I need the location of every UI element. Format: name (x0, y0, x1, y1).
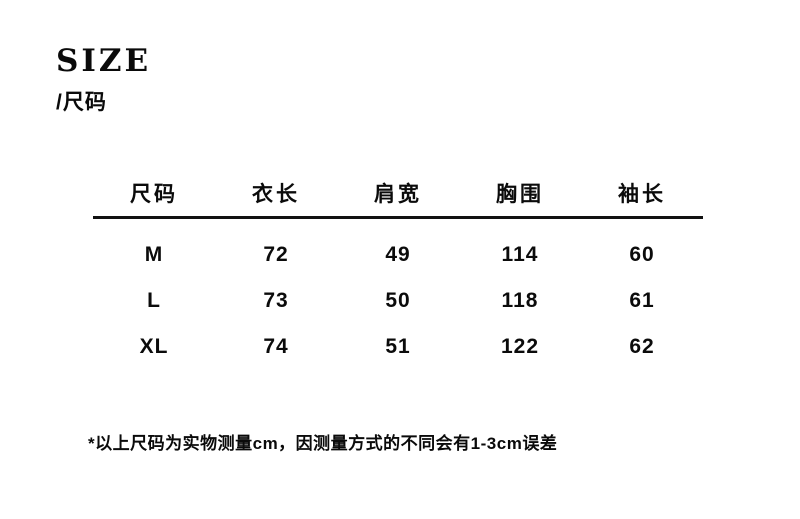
value-cell: 60 (629, 243, 655, 266)
page-subtitle: /尺码 (56, 91, 107, 114)
column-header-sleeve: 袖长 (618, 183, 666, 206)
value-cell: 51 (385, 335, 411, 358)
size-table: 尺码 衣长 肩宽 胸围 袖长 M 72 49 114 60 L 73 50 11… (93, 170, 703, 370)
size-cell: M (144, 243, 164, 266)
table-row-l: L 73 50 118 61 (93, 278, 703, 324)
page-title: SIZE (56, 43, 152, 79)
value-cell: 61 (629, 289, 655, 312)
table-row-m: M 72 49 114 60 (93, 232, 703, 278)
column-header-size: 尺码 (130, 183, 178, 206)
measurement-footnote: *以上尺码为实物测量cm，因测量方式的不同会有1-3cm误差 (88, 434, 558, 453)
value-cell: 50 (385, 289, 411, 312)
value-cell: 122 (500, 335, 540, 358)
table-body: M 72 49 114 60 L 73 50 118 61 XL 74 51 1… (93, 219, 703, 370)
column-header-shoulder: 肩宽 (374, 183, 422, 206)
title-block: SIZE /尺码 (56, 46, 151, 116)
value-cell: 114 (501, 243, 539, 266)
value-cell: 62 (629, 335, 655, 358)
size-cell: L (147, 289, 161, 312)
column-header-bust: 胸围 (496, 183, 544, 206)
value-cell: 49 (385, 243, 411, 266)
table-row-xl: XL 74 51 122 62 (93, 324, 703, 370)
column-header-length: 衣长 (252, 183, 300, 206)
header-divider-line (93, 216, 703, 219)
value-cell: 74 (263, 335, 289, 358)
value-cell: 73 (263, 289, 289, 312)
size-cell: XL (139, 335, 169, 358)
value-cell: 118 (501, 289, 539, 312)
value-cell: 72 (263, 243, 289, 266)
table-header-row: 尺码 衣长 肩宽 胸围 袖长 (93, 170, 703, 216)
